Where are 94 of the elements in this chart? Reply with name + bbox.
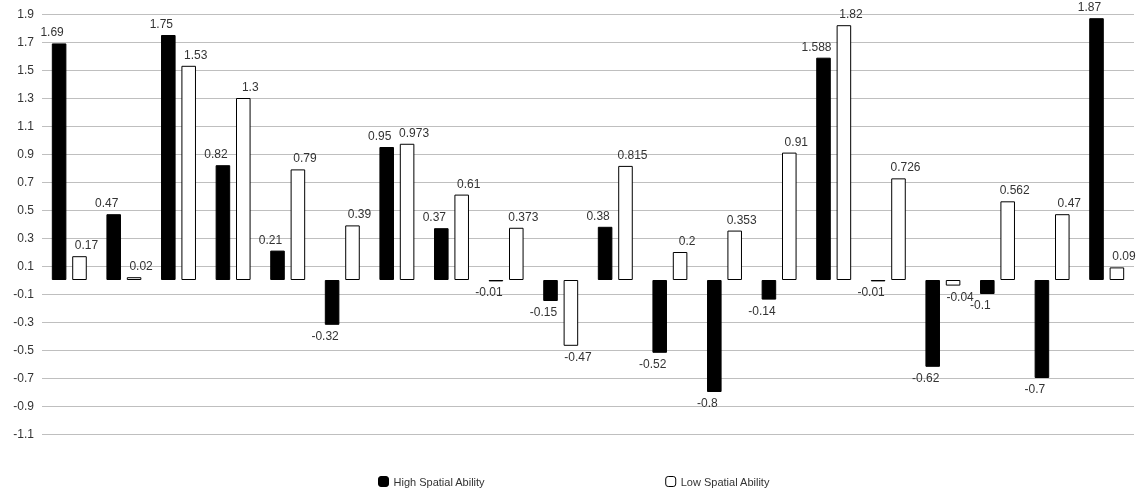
y-tick-label: -0.1 xyxy=(13,287,35,301)
y-tick-label: 1.3 xyxy=(17,91,35,105)
data-label: 0.91 xyxy=(784,134,809,149)
bar xyxy=(925,280,940,367)
data-label: 1.87 xyxy=(1077,0,1102,15)
data-label: 0.82 xyxy=(204,147,228,162)
bar xyxy=(290,169,306,280)
y-tick-label: 1.1 xyxy=(17,119,35,133)
data-label: -0.15 xyxy=(529,305,558,319)
bar xyxy=(1000,201,1015,280)
bar xyxy=(72,256,87,280)
data-label: 0.562 xyxy=(999,183,1031,198)
bar xyxy=(454,194,469,280)
data-label: 0.61 xyxy=(457,176,481,191)
data-label: 0.39 xyxy=(347,207,372,222)
y-tick-label: -0.5 xyxy=(13,343,35,357)
data-label: 0.02 xyxy=(129,259,154,274)
data-label: 0.973 xyxy=(399,125,430,140)
data-label: 1.82 xyxy=(839,7,863,22)
data-label: 0.726 xyxy=(890,160,921,175)
bar xyxy=(618,165,633,280)
data-label: -0.32 xyxy=(311,328,340,343)
y-tick-label: 1.9 xyxy=(17,7,35,21)
data-label: -0.52 xyxy=(639,356,667,371)
data-label: -0.01 xyxy=(475,285,503,300)
y-tick-label: 1.5 xyxy=(17,63,35,77)
data-label: 0.21 xyxy=(258,232,283,247)
data-label: 0.17 xyxy=(74,238,99,253)
bar xyxy=(1109,267,1125,280)
bar xyxy=(236,98,251,280)
bar xyxy=(836,25,852,280)
bar xyxy=(761,280,777,300)
bar xyxy=(106,214,121,280)
bar xyxy=(181,65,196,280)
data-label: 0.2 xyxy=(678,234,696,248)
data-label: 0.815 xyxy=(617,147,648,162)
legend-label: High Spatial Ability xyxy=(393,475,486,488)
y-tick-label: 0.9 xyxy=(17,147,35,161)
bar xyxy=(891,178,906,280)
bar xyxy=(980,280,995,294)
bar xyxy=(1034,280,1050,378)
bar xyxy=(324,280,340,325)
y-tick-label: -1.1 xyxy=(13,427,35,441)
bar xyxy=(563,280,579,346)
data-label: 1.69 xyxy=(40,25,65,40)
bar xyxy=(597,226,613,280)
bar xyxy=(215,165,231,280)
data-label: 1.75 xyxy=(149,17,174,31)
bar xyxy=(727,230,742,280)
data-label: 0.47 xyxy=(1057,196,1082,211)
bar xyxy=(379,147,394,280)
bar xyxy=(543,280,558,301)
data-label: 0.79 xyxy=(293,151,317,166)
data-label: 0.09 xyxy=(1112,249,1136,264)
y-tick-label: -0.9 xyxy=(13,399,35,413)
bar xyxy=(652,280,667,353)
data-label: 1.3 xyxy=(241,80,259,94)
data-label: -0.04 xyxy=(946,289,975,304)
bar xyxy=(270,250,285,280)
data-label: 0.95 xyxy=(368,129,392,143)
data-label: 1.53 xyxy=(184,47,208,62)
y-tick-label: 0.3 xyxy=(17,231,35,245)
y-tick-label: 1.7 xyxy=(17,35,35,49)
bar xyxy=(345,225,360,280)
bar xyxy=(399,143,415,280)
data-label: -0.14 xyxy=(748,303,776,318)
y-tick-label: -0.3 xyxy=(13,315,35,329)
y-tick-label: 0.1 xyxy=(17,259,35,273)
data-label: -0.01 xyxy=(857,285,886,300)
data-label: 1.588 xyxy=(801,39,832,54)
bar xyxy=(945,280,961,286)
bar xyxy=(434,228,449,280)
bar xyxy=(672,252,688,280)
y-tick-label: 0.5 xyxy=(17,203,35,217)
data-label: 0.38 xyxy=(586,208,611,223)
bar xyxy=(1055,214,1070,280)
data-label: 0.353 xyxy=(726,212,758,227)
bar xyxy=(51,43,67,280)
data-label: -0.7 xyxy=(1024,382,1046,396)
bar xyxy=(509,227,524,280)
legend-label: Low Spatial Ability xyxy=(680,475,770,488)
bar xyxy=(816,57,831,280)
data-label: 0.373 xyxy=(508,209,539,224)
bar xyxy=(707,280,722,392)
bar xyxy=(161,35,176,280)
bar xyxy=(1089,18,1104,280)
data-label: -0.8 xyxy=(696,396,718,410)
data-label: -0.47 xyxy=(564,349,592,364)
data-label: 0.37 xyxy=(422,210,447,225)
data-label: -0.62 xyxy=(912,370,940,385)
data-label: 0.47 xyxy=(95,196,119,211)
y-tick-label: -0.7 xyxy=(13,371,35,385)
y-tick-label: 0.7 xyxy=(17,175,35,189)
bar xyxy=(782,152,797,280)
